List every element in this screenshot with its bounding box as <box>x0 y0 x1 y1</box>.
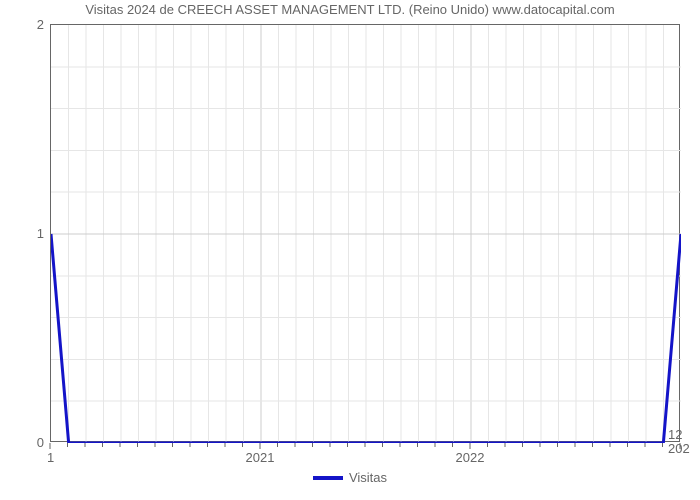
chart-legend: Visitas <box>0 470 700 485</box>
x-left-corner-label: 1 <box>47 450 54 465</box>
plot-area <box>50 24 680 442</box>
legend-label: Visitas <box>349 470 387 485</box>
y-tick-label: 1 <box>37 226 44 241</box>
x-tick-label: 2022 <box>440 450 500 465</box>
x-tick-label: 2021 <box>230 450 290 465</box>
chart-series <box>51 25 681 443</box>
series-line <box>51 234 681 443</box>
y-tick-label: 0 <box>37 435 44 450</box>
x-tick-marks <box>49 443 681 451</box>
y-tick-label: 2 <box>37 17 44 32</box>
legend-swatch <box>313 476 343 480</box>
chart-title: Visitas 2024 de CREECH ASSET MANAGEMENT … <box>0 2 700 17</box>
x-right-corner-label: 12202 <box>668 428 690 457</box>
